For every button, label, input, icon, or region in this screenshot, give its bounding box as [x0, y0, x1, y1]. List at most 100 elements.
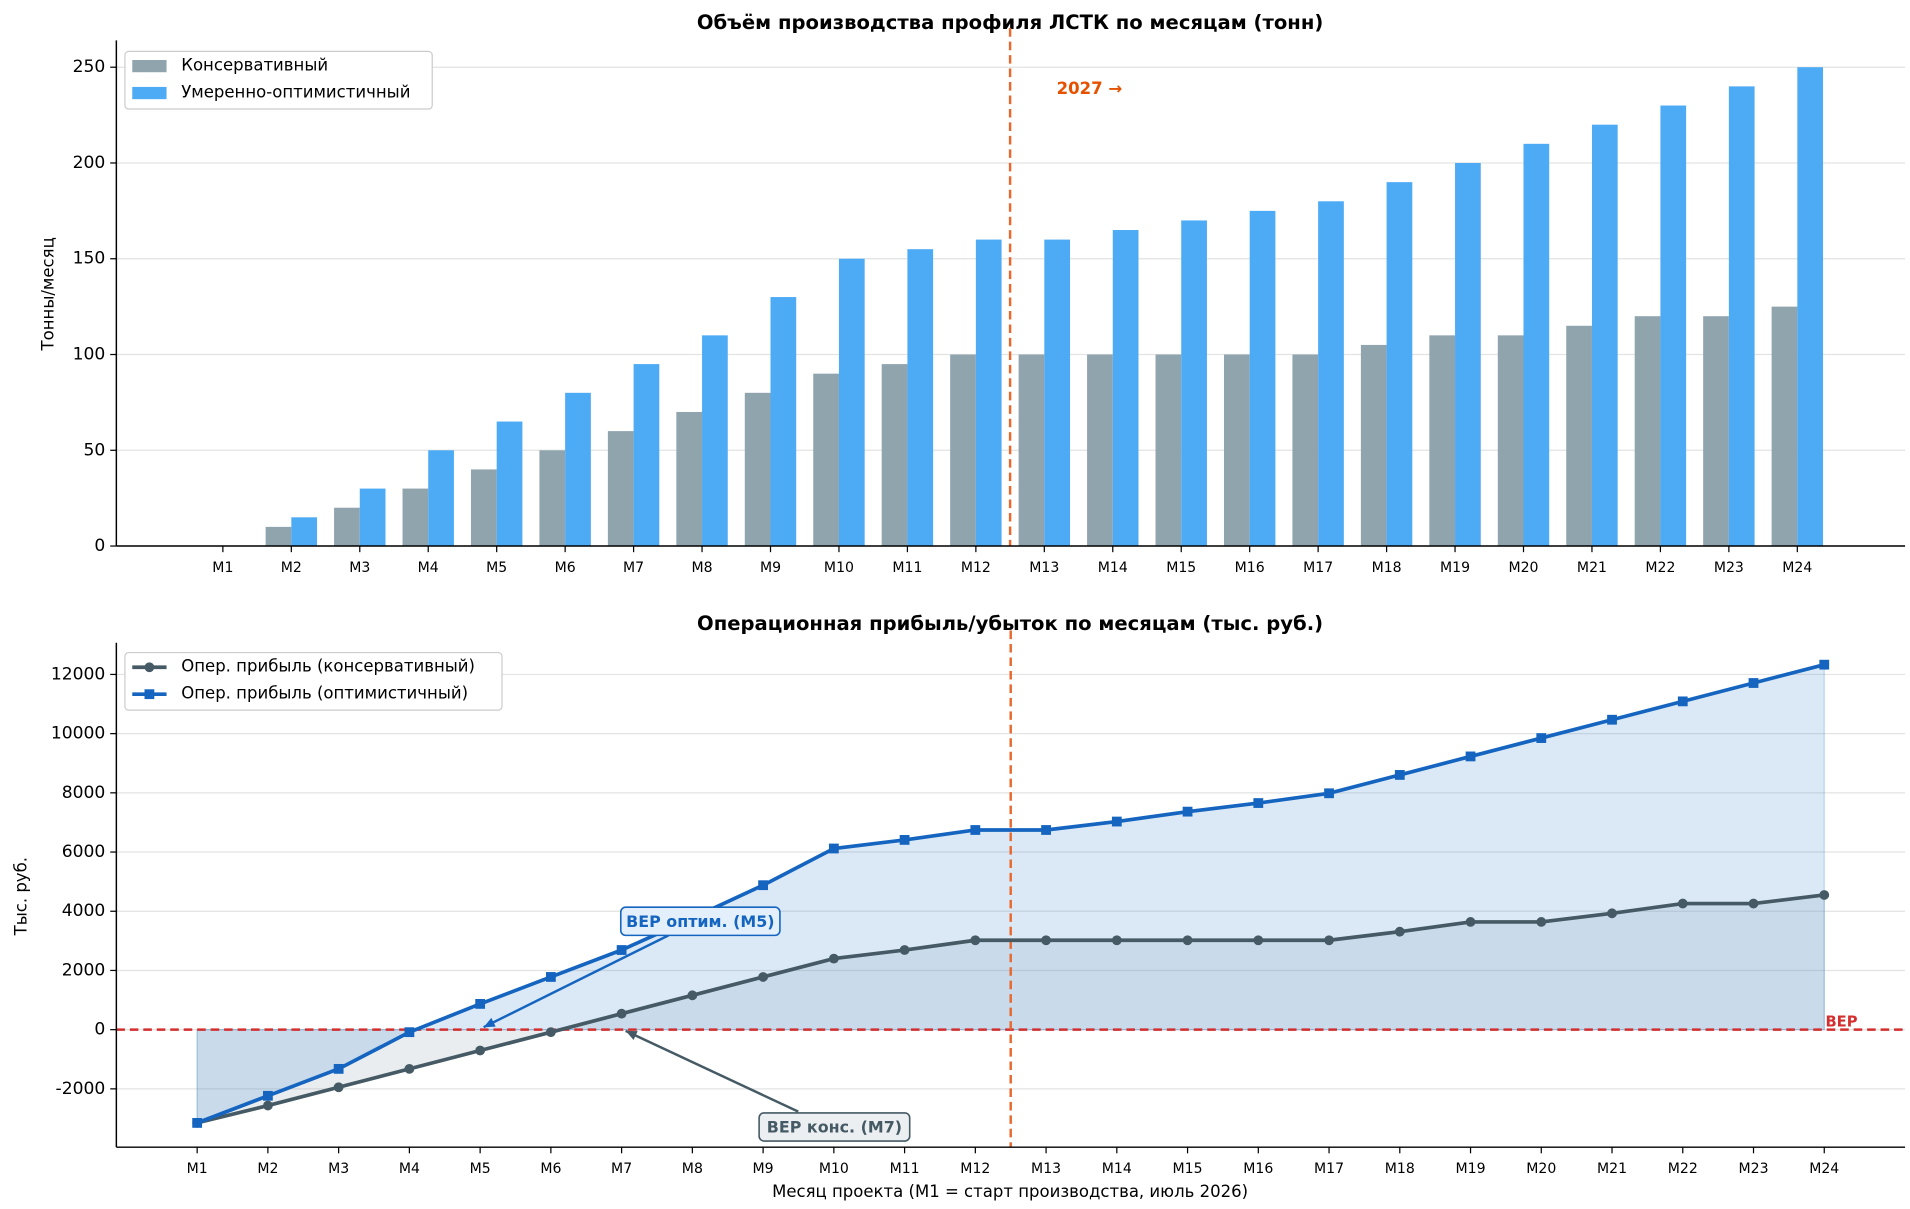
bar	[1429, 335, 1456, 547]
bar	[1087, 354, 1113, 547]
bar	[702, 335, 728, 547]
bar	[1018, 354, 1045, 547]
point	[475, 1045, 486, 1056]
bar	[1386, 182, 1413, 547]
x-tick-label: M7	[611, 1161, 632, 1177]
x-tick-label: M9	[753, 1161, 774, 1177]
x-tick-label: M13	[1031, 1161, 1061, 1177]
x-tick-label: M20	[1526, 1161, 1556, 1177]
point	[1394, 770, 1405, 780]
x-tick-label: M11	[892, 560, 922, 576]
point	[616, 945, 627, 955]
x-tick-label: M13	[1029, 560, 1059, 576]
x-tick-label: M19	[1440, 560, 1470, 576]
x-tick-label: M12	[960, 1161, 990, 1177]
x-tick-label: M2	[257, 1161, 278, 1177]
x-tick-label: M1	[187, 1161, 208, 1177]
y-tick-label: 200	[73, 153, 106, 173]
point	[1536, 917, 1547, 927]
point	[758, 972, 769, 982]
point	[1111, 816, 1122, 827]
point	[970, 935, 981, 946]
bar	[1703, 316, 1729, 547]
point	[1607, 908, 1617, 919]
point	[1677, 898, 1688, 909]
x-tick-label: M23	[1714, 560, 1744, 576]
y-tick-label: -2000	[56, 1079, 106, 1099]
point	[1607, 714, 1617, 725]
point	[1253, 798, 1264, 808]
point	[1253, 935, 1264, 946]
legend-marker	[144, 689, 155, 700]
y-tick-label: 0	[94, 536, 105, 556]
point	[1111, 935, 1122, 946]
bar	[1360, 344, 1387, 547]
bar	[1591, 124, 1618, 547]
bar	[1112, 230, 1139, 547]
bar	[1155, 354, 1182, 547]
point	[1748, 898, 1759, 909]
annotation-arrow	[483, 934, 670, 1029]
bar	[1249, 210, 1276, 547]
legend-box	[124, 651, 503, 711]
legend-swatch	[132, 59, 167, 73]
bar	[402, 488, 429, 547]
bar	[1660, 105, 1687, 547]
bar	[334, 507, 360, 547]
annotation-box	[758, 1112, 911, 1142]
bar	[813, 373, 839, 547]
bar	[1566, 325, 1592, 547]
point	[899, 945, 910, 955]
point	[192, 1118, 203, 1128]
x-tick-label: M2	[281, 560, 302, 576]
point	[333, 1082, 344, 1093]
x-tick-label: M8	[682, 1161, 703, 1177]
bar	[607, 431, 634, 547]
point	[616, 1008, 627, 1019]
point	[263, 1100, 273, 1111]
y-tick-label: 8000	[62, 783, 106, 803]
point	[263, 1090, 273, 1101]
y-tick-label: 10000	[51, 724, 105, 744]
bar	[1455, 162, 1481, 547]
y-tick-label: 0	[94, 1020, 105, 1040]
point	[475, 999, 486, 1009]
point	[545, 1027, 556, 1038]
y-tick-label: 4000	[62, 901, 106, 921]
bar	[975, 239, 1002, 547]
legend-label: Опер. прибыль (оптимистичный)	[181, 684, 468, 703]
legend-box	[124, 50, 433, 110]
x-tick-label: M17	[1303, 560, 1333, 576]
x-tick-label: M11	[890, 1161, 920, 1177]
x-tick-label: M16	[1243, 1161, 1273, 1177]
x-tick-label: M3	[349, 560, 370, 576]
bar	[881, 364, 908, 547]
bar	[1771, 306, 1798, 547]
x-tick-label: M1	[212, 560, 233, 576]
bar	[1728, 86, 1755, 547]
x-tick-label: M4	[399, 1161, 420, 1177]
y-axis-label: Тыс. руб.	[12, 857, 31, 936]
y-tick-label: 2000	[62, 960, 106, 980]
bar	[496, 421, 523, 547]
bar	[565, 392, 591, 547]
x-tick-label: M20	[1508, 560, 1538, 576]
point	[1041, 825, 1051, 835]
point	[333, 1063, 344, 1074]
x-tick-label: M4	[418, 560, 439, 576]
arrow-head	[483, 1017, 496, 1028]
point	[1536, 733, 1547, 743]
bar	[950, 354, 976, 547]
legend-label: Консервативный	[181, 56, 328, 75]
x-tick-label: M18	[1385, 1161, 1415, 1177]
point	[828, 843, 839, 854]
bar	[744, 392, 771, 547]
point	[404, 1063, 415, 1074]
bar	[633, 364, 660, 547]
x-tick-label: M21	[1577, 560, 1607, 576]
x-tick-label: M23	[1738, 1161, 1768, 1177]
x-tick-label: M6	[540, 1161, 561, 1177]
x-tick-label: M7	[623, 560, 644, 576]
